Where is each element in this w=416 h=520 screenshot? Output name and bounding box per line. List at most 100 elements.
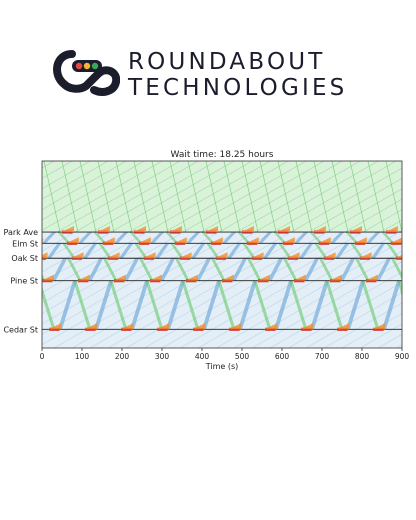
queue-wedge (133, 226, 146, 233)
arrival-trajectory (349, 161, 367, 233)
southbound-band (278, 243, 292, 259)
southbound-band (217, 280, 236, 330)
x-tick-label: 200 (115, 352, 130, 361)
arrival-trajectory (295, 161, 313, 233)
northbound-band (402, 232, 416, 243)
queue-wedge (408, 323, 416, 329)
red-phase (78, 279, 89, 283)
queue-wedge (372, 323, 386, 330)
infinity-loop-traffic-light-logo (53, 50, 120, 96)
southbound-band (246, 258, 262, 281)
northbound-band (186, 232, 201, 244)
brand-name-line-1: ROUNDABOUT (128, 49, 326, 75)
northbound-band (412, 258, 416, 280)
red-phase (330, 279, 341, 283)
x-tick-label: 0 (40, 352, 45, 361)
queue-wedge (354, 237, 367, 244)
queue-wedge (349, 226, 362, 233)
southbound-band (354, 258, 370, 281)
x-tick-label: 100 (75, 352, 90, 361)
queue-wedge (42, 274, 54, 281)
red-phase (222, 279, 233, 283)
arrival-trajectory (313, 161, 331, 233)
queue-wedge (286, 252, 300, 259)
southbound-band (145, 280, 164, 330)
queue-wedge (66, 237, 79, 244)
queue-wedge (329, 274, 342, 281)
northbound-band (78, 232, 93, 244)
red-phase (42, 279, 53, 283)
queue-wedge (142, 252, 156, 259)
northbound-band (202, 280, 222, 330)
northbound-band (87, 258, 104, 281)
arrival-trajectory (205, 161, 223, 233)
southbound-band (206, 243, 220, 259)
arrival-trajectory (79, 161, 97, 233)
queue-wedge (192, 323, 206, 330)
logo-red-light-icon (75, 62, 83, 70)
arrival-trajectory (151, 161, 169, 233)
arrival-trajectory (169, 161, 187, 233)
northbound-band (123, 258, 140, 281)
station-label: Cedar St (3, 325, 38, 334)
upstream-region (42, 161, 402, 233)
queue-wedge (336, 323, 350, 330)
x-tick-label: 700 (315, 352, 330, 361)
southbound-band (282, 258, 298, 281)
x-axis: 0 100 200 300 400 500 600 700 800 900 (40, 348, 409, 361)
northbound-band (22, 281, 41, 330)
southbound-band (273, 232, 287, 244)
chart-title: Wait time: 18.25 hours (171, 150, 274, 160)
red-phase (294, 279, 305, 283)
northbound-band (334, 243, 350, 259)
northbound-band (46, 243, 62, 259)
northbound-band (118, 243, 134, 259)
southbound-band (174, 258, 190, 281)
queue-wedge (106, 252, 120, 259)
brand-name-line-2: TECHNOLOGIES (128, 75, 348, 101)
queue-wedge (178, 252, 192, 259)
southbound-band (350, 243, 364, 259)
queue-wedge (282, 237, 295, 244)
queue-wedge (77, 274, 90, 281)
red-phase (409, 328, 416, 331)
southbound-band (201, 232, 215, 244)
queue-wedge (241, 226, 254, 233)
northbound-band (238, 280, 258, 330)
queue-wedge (48, 323, 62, 330)
northbound-band (294, 232, 309, 244)
northbound-band (370, 243, 386, 259)
arrival-trajectory (241, 161, 259, 233)
northbound-band (375, 258, 392, 281)
red-phase (143, 256, 154, 260)
red-phase (107, 256, 118, 260)
arrival-trajectory (385, 161, 402, 233)
arrival-trajectory (223, 161, 241, 233)
queue-wedge (322, 252, 336, 259)
queue-wedge (246, 237, 259, 244)
queue-wedge (185, 274, 198, 281)
queue-wedge (102, 237, 115, 244)
northbound-band (298, 243, 314, 259)
southbound-band (98, 243, 112, 259)
x-tick-label: 500 (235, 352, 250, 361)
northbound-band (195, 258, 212, 281)
northbound-band (58, 280, 78, 330)
southbound-band (109, 280, 128, 330)
queue-wedge (174, 237, 187, 244)
red-phase (186, 279, 197, 283)
arrival-trajectory (8, 161, 24, 232)
southbound-band (42, 285, 56, 330)
queue-wedge (156, 323, 170, 330)
arrival-trajectory (133, 161, 151, 233)
red-phase (251, 256, 262, 260)
station-label: Oak St (11, 254, 38, 263)
x-axis-label: Time (s) (205, 362, 239, 371)
southbound-band (62, 243, 76, 259)
northbound-band (274, 280, 294, 330)
northbound-band (267, 258, 284, 281)
station-label: Park Ave (4, 228, 39, 237)
southbound-band (242, 243, 256, 259)
queue-wedge (214, 252, 228, 259)
arrival-trajectory (61, 161, 79, 233)
